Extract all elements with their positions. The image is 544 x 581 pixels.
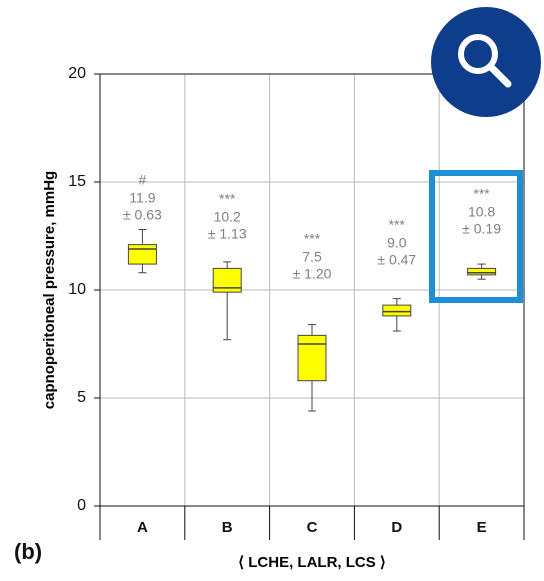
sd-label: ± 0.19: [462, 221, 501, 237]
box: [467, 267, 497, 276]
y-tick-label: 10: [68, 281, 86, 298]
x-tick-label: D: [391, 519, 402, 536]
x-tick-label: C: [307, 519, 318, 536]
y-tick-label: 0: [77, 497, 86, 514]
sd-label: ± 0.47: [377, 252, 416, 268]
sd-label: ± 0.63: [123, 207, 162, 223]
highlight-box: [429, 170, 523, 303]
significance-label: ***: [219, 191, 236, 207]
zoom-icon[interactable]: [431, 7, 541, 117]
plot-area: 0 5 10 15 20 A #11.9± 0.63 B *** 10.2± 1.13 C *** 7.…: [68, 65, 525, 540]
box: [382, 304, 412, 317]
y-tick-label: 5: [77, 389, 86, 406]
sd-label: ± 1.13: [208, 226, 247, 242]
y-axis-label: capnoperitoneal pressure, mmHg: [41, 171, 58, 409]
y-tick-label: 20: [68, 65, 86, 82]
box: [127, 244, 157, 265]
mean-label: 10.8: [468, 204, 495, 220]
x-tick-label: E: [477, 519, 487, 536]
x-axis-label: ⟨ LCHE, LALR, LCS ⟩: [238, 554, 386, 571]
box: [297, 334, 327, 382]
significance-label: #: [139, 172, 147, 188]
significance-label: ***: [389, 217, 406, 233]
box: [212, 267, 242, 293]
panel-label: (b): [14, 539, 42, 564]
mean-label: 7.5: [302, 249, 322, 265]
x-tick-label: B: [222, 519, 233, 536]
mean-label: 9.0: [387, 235, 407, 251]
y-tick-label: 15: [68, 173, 86, 190]
significance-label: ***: [473, 186, 490, 202]
mean-label: 11.9: [129, 190, 155, 206]
mean-label: 10.2: [214, 209, 241, 225]
sd-label: ± 1.20: [293, 266, 332, 282]
significance-label: ***: [304, 231, 321, 247]
x-tick-label: A: [137, 519, 148, 536]
plot-frame: [99, 73, 525, 507]
